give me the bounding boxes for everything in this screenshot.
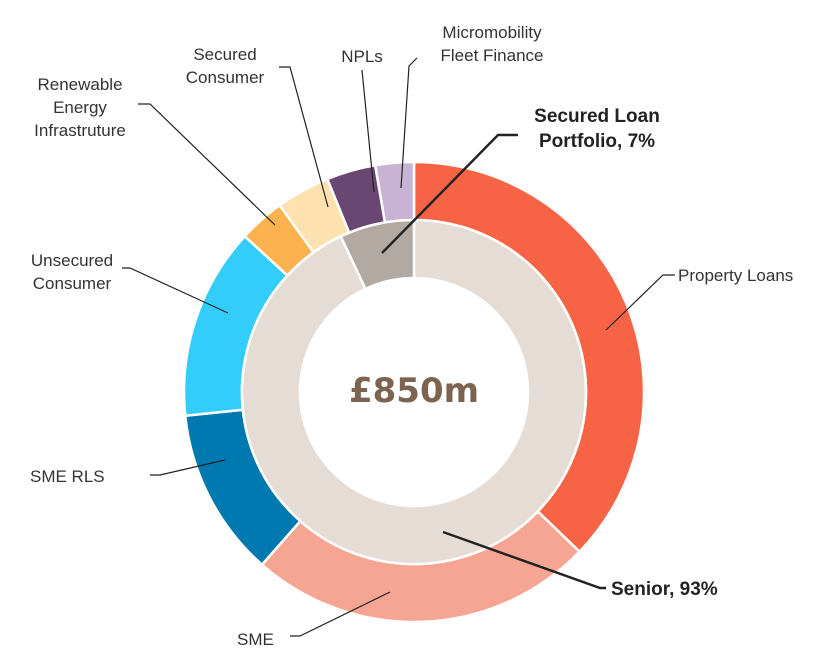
label-senior: Senior, 93% [611,579,718,600]
inner-slice-senior [240,218,588,566]
leader-npls [361,69,375,193]
leader-secured-consumer [279,66,329,208]
label-secured-loan-portfolio: Secured Loan Portfolio, 7% [534,106,660,152]
label-secured-consumer: Secured Consumer [186,45,265,87]
leader-sme-rls [150,459,226,476]
leader-secured-loan-portfolio [381,133,518,254]
label-sme-rls: SME RLS [30,467,105,486]
inner-slice-secured-loan-portfolio [339,218,416,291]
inner-ring [240,218,588,566]
label-npls: NPLs [341,47,383,66]
label-unsecured-consumer: Unsecured Consumer [31,251,113,293]
slice-labels: Property Loans SME SME RLS Unsecured Cons… [30,23,793,649]
center-total: £850m [349,371,479,411]
outer-ring [182,160,646,624]
leader-unsecured-consumer [122,267,229,314]
label-sme: SME [237,630,274,649]
label-property-loans: Property Loans [678,266,793,285]
leader-sme [290,591,391,637]
leader-property-loans [605,274,675,331]
leader-senior [442,530,606,590]
leader-renewable-energy [138,103,276,226]
label-renewable-energy: Renewable Energy Infrastruture [34,75,126,140]
label-micromobility: Micromobility Fleet Finance [441,23,544,65]
leader-lines [122,57,675,637]
leader-micromobility [400,57,418,189]
